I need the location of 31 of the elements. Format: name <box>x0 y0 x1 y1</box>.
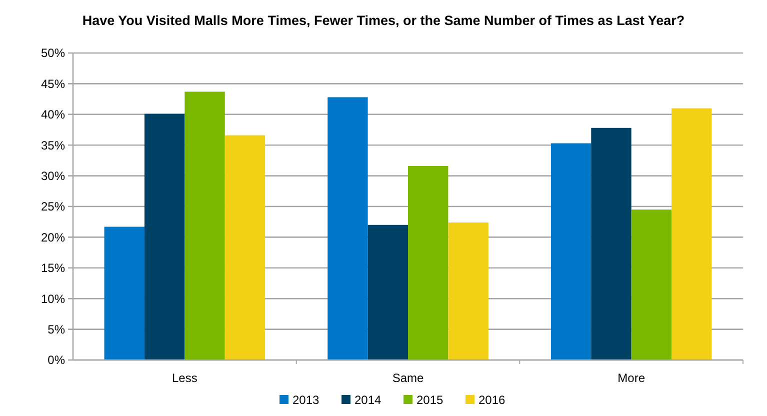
y-tick-label: 30% <box>40 169 66 183</box>
legend-label: 2016 <box>478 393 506 407</box>
y-tick-label: 25% <box>40 200 66 214</box>
chart-title: Have You Visited Malls More Times, Fewer Times, or the Same Number of Times as Last Year? <box>82 13 685 28</box>
bar <box>328 97 368 360</box>
bar <box>672 108 712 360</box>
y-tick-label: 0% <box>48 353 66 368</box>
y-tick-label: 20% <box>40 230 66 244</box>
y-tick-label: 10% <box>40 292 66 306</box>
x-tick-label: Less <box>172 371 198 385</box>
bar <box>448 222 488 360</box>
x-tick-label: Same <box>392 371 424 385</box>
legend-label: 2014 <box>354 393 382 407</box>
bar <box>591 128 632 360</box>
y-tick-label: 15% <box>40 261 66 276</box>
legend-label: 2013 <box>292 393 320 407</box>
bar <box>224 135 266 360</box>
bar <box>104 226 144 360</box>
legend-label: 2015 <box>416 393 444 407</box>
x-tick-label: More <box>618 371 646 385</box>
bar <box>144 114 185 360</box>
y-tick-label: 50% <box>40 46 66 60</box>
bar <box>631 210 672 360</box>
y-tick-label: 40% <box>40 108 66 122</box>
bar <box>550 143 592 360</box>
y-tick-label: 45% <box>40 76 66 91</box>
y-tick-label: 35% <box>40 138 66 152</box>
bar <box>408 166 448 360</box>
y-tick-label: 5% <box>48 322 66 336</box>
bar <box>184 92 225 360</box>
bar <box>368 224 408 360</box>
